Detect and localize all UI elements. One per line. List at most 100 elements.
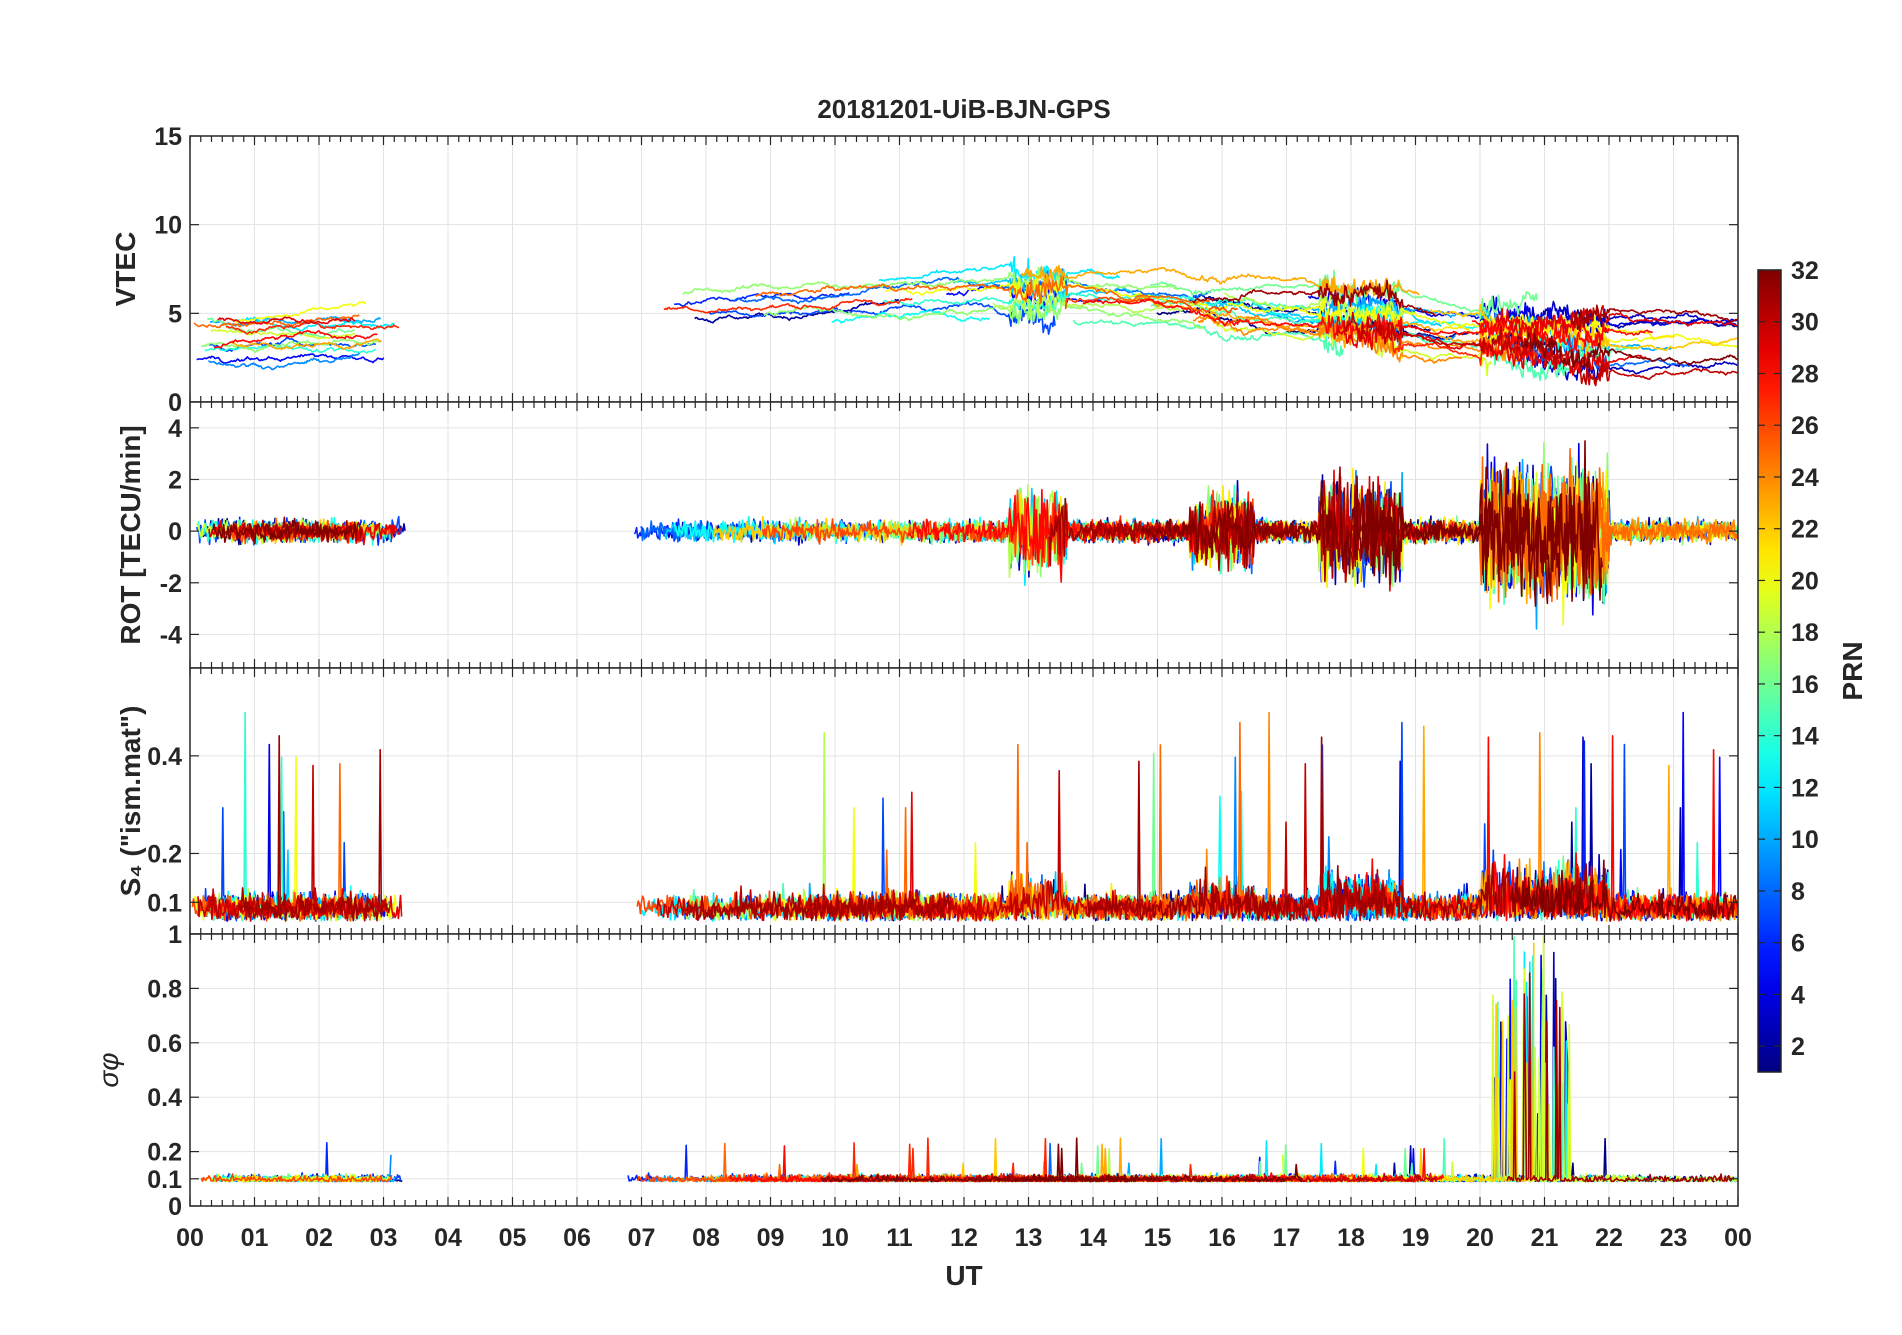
x-tick-label: 12 xyxy=(950,1224,978,1252)
prn-27-series xyxy=(663,297,913,314)
prn-30-series xyxy=(656,769,1157,922)
colorbar-tick-label: 26 xyxy=(1791,412,1819,440)
y-tick-label: 15 xyxy=(154,123,182,151)
colorbar-label: PRN xyxy=(1837,641,1868,700)
prn-32-series xyxy=(1141,475,1595,600)
prn-32-series xyxy=(1020,1163,1304,1183)
y-axis-label-s4: S₄ ("ism.mat") xyxy=(115,706,146,897)
x-tick-label: 19 xyxy=(1402,1224,1430,1252)
prn-19-series xyxy=(210,329,356,340)
prn-28-series xyxy=(213,329,378,349)
prn-31-series xyxy=(238,734,390,922)
panel-vtec: 0 5 10 15 xyxy=(154,123,1739,417)
prn-14-series xyxy=(883,290,1307,316)
y-tick-label: 0.4 xyxy=(147,1084,182,1112)
prn-17-series xyxy=(682,266,1179,295)
y-tick-label: 0 xyxy=(168,518,182,546)
prn-13-series xyxy=(831,308,990,324)
prn-17-series xyxy=(763,297,1205,330)
y-tick-label: 0 xyxy=(168,389,182,417)
x-tick-label: 17 xyxy=(1273,1224,1301,1252)
x-tick-labels: 00 01 02 03 04 05 06 07 08 09 10 11 12 13 14 15 16 17 18 19… xyxy=(176,1224,1752,1252)
x-tick-label: 00 xyxy=(1724,1224,1752,1252)
prn-14-series xyxy=(204,344,377,354)
colorbar-tick-label: 18 xyxy=(1791,619,1819,647)
x-tick-label: 05 xyxy=(499,1224,527,1252)
y-tick-label: -4 xyxy=(160,621,182,649)
x-tick-label: 07 xyxy=(628,1224,656,1252)
prn-26-series xyxy=(200,1173,393,1183)
x-tick-label: 11 xyxy=(886,1224,913,1252)
y-axis-label-rot: ROT [TECU/min] xyxy=(115,425,146,644)
x-tick-label: 08 xyxy=(692,1224,720,1252)
prn-31-series xyxy=(1048,491,1296,572)
prn-30-series xyxy=(1343,311,1738,387)
series-group xyxy=(193,255,1738,387)
colorbar-tick-label: 32 xyxy=(1791,257,1819,285)
prn-31-series xyxy=(1506,972,1735,1183)
prn-2-series xyxy=(694,298,900,324)
prn-9-series xyxy=(208,351,361,371)
x-tick-label: 18 xyxy=(1337,1224,1365,1252)
prn-31-series xyxy=(1570,304,1738,332)
prn-15-series xyxy=(1072,319,1344,358)
prn-18-series xyxy=(992,290,1220,320)
prn-32-series xyxy=(1511,859,1738,922)
y-tick-label: 0.2 xyxy=(147,1139,182,1167)
x-ticks xyxy=(189,934,1739,1206)
y-tick-label: 0.4 xyxy=(147,743,182,771)
prn-29-series xyxy=(217,316,356,325)
prn-16-series xyxy=(207,317,355,339)
colorbar-tick-label: 28 xyxy=(1791,360,1819,388)
y-tick-label: 10 xyxy=(154,212,182,240)
y-tick-label: 0.1 xyxy=(147,889,182,917)
x-tick-label: 09 xyxy=(757,1224,785,1252)
x-tick-label: 21 xyxy=(1531,1224,1559,1252)
x-ticks xyxy=(189,668,1739,934)
colorbar-tick-label: 14 xyxy=(1791,723,1819,751)
y-tick-label: -2 xyxy=(160,570,182,598)
x-tick-label: 00 xyxy=(176,1224,204,1252)
prn-29-series xyxy=(1494,304,1738,339)
prn-32-series xyxy=(212,517,357,545)
prn-4-series xyxy=(1307,286,1738,338)
prn-32-series xyxy=(820,1137,1139,1183)
y-axis-label-vtec: VTEC xyxy=(110,232,141,307)
prn-24-series xyxy=(1192,315,1463,364)
x-tick-label: 23 xyxy=(1660,1224,1688,1252)
prn-17-series xyxy=(201,338,381,354)
prn-3-series xyxy=(1514,344,1738,384)
x-tick-label: 14 xyxy=(1079,1224,1107,1252)
y-tick-label: 0.6 xyxy=(147,1030,182,1058)
series-group xyxy=(200,934,1738,1183)
y-axis-label-sigma-phi: σφ xyxy=(93,1052,124,1087)
x-tick-label: 03 xyxy=(370,1224,398,1252)
prn-20-series xyxy=(232,301,367,324)
x-tick-label: 20 xyxy=(1466,1224,1494,1252)
colorbar-tick-label: 12 xyxy=(1791,774,1819,802)
prn-32-series xyxy=(1516,332,1738,369)
prn-25-series xyxy=(755,275,1211,306)
colorbar-tick-label: 6 xyxy=(1791,930,1805,958)
y-tick-label: 0 xyxy=(168,1193,182,1221)
series-group xyxy=(195,440,1738,630)
chart-title: 20181201-UiB-BJN-GPS xyxy=(817,94,1110,124)
prn-5-series xyxy=(196,353,385,364)
colorbar-tick-label: 2 xyxy=(1791,1033,1805,1061)
colorbar-tick-label: 4 xyxy=(1791,981,1805,1009)
y-tick-label: 0.2 xyxy=(147,840,182,868)
x-tick-label: 06 xyxy=(563,1224,591,1252)
x-tick-label: 04 xyxy=(434,1224,462,1252)
y-tick-label: 1 xyxy=(168,921,182,949)
colorbar-tick-label: 20 xyxy=(1791,567,1819,595)
prn-28-series xyxy=(1082,298,1593,357)
colorbar-tick-label: 8 xyxy=(1791,878,1805,906)
x-axis-label: UT xyxy=(945,1260,982,1291)
x-tick-label: 16 xyxy=(1208,1224,1236,1252)
x-tick-label: 13 xyxy=(1015,1224,1043,1252)
colorbar-gradient xyxy=(1757,269,1782,1073)
prn-12-series xyxy=(878,255,1121,287)
x-tick-label: 01 xyxy=(241,1224,269,1252)
